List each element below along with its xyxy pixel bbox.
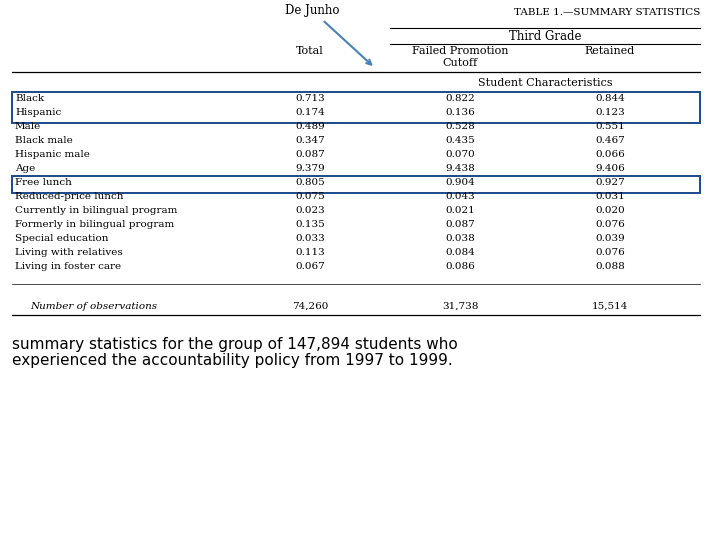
Text: 0.076: 0.076 [595,220,625,229]
Text: Retained: Retained [585,46,635,56]
Text: 0.087: 0.087 [445,220,475,229]
Text: 9.406: 9.406 [595,164,625,173]
Text: 0.067: 0.067 [295,262,325,271]
Text: Male: Male [15,122,41,131]
Text: Currently in bilingual program: Currently in bilingual program [15,206,177,215]
Text: 0.084: 0.084 [445,248,475,257]
Text: 0.031: 0.031 [595,192,625,201]
Text: Free lunch: Free lunch [15,178,72,187]
Text: 0.075: 0.075 [295,192,325,201]
Text: Black: Black [15,94,44,103]
Text: 0.528: 0.528 [445,122,475,131]
Text: summary statistics for the group of 147,894 students who: summary statistics for the group of 147,… [12,337,458,352]
Text: 9.379: 9.379 [295,164,325,173]
Text: 0.927: 0.927 [595,178,625,187]
Text: Number of observations: Number of observations [30,302,157,311]
Text: 0.904: 0.904 [445,178,475,187]
Text: Student Characteristics: Student Characteristics [477,78,612,88]
Text: Hispanic: Hispanic [15,108,61,117]
Text: Black male: Black male [15,136,73,145]
Text: 9.438: 9.438 [445,164,475,173]
Text: Formerly in bilingual program: Formerly in bilingual program [15,220,174,229]
Text: Third Grade: Third Grade [509,30,581,43]
Text: 0.551: 0.551 [595,122,625,131]
Text: 0.087: 0.087 [295,150,325,159]
Text: 0.113: 0.113 [295,248,325,257]
Text: 0.347: 0.347 [295,136,325,145]
Text: Special education: Special education [15,234,109,243]
Text: TABLE 1.—SUMMARY STATISTICS: TABLE 1.—SUMMARY STATISTICS [513,8,700,17]
Text: 0.135: 0.135 [295,220,325,229]
Text: 0.043: 0.043 [445,192,475,201]
Text: Total: Total [296,46,324,56]
Text: 0.086: 0.086 [445,262,475,271]
Text: Age: Age [15,164,35,173]
Text: Living in foster care: Living in foster care [15,262,121,271]
Text: 0.174: 0.174 [295,108,325,117]
Text: De Junho: De Junho [285,4,372,65]
Text: 0.066: 0.066 [595,150,625,159]
Text: Hispanic male: Hispanic male [15,150,90,159]
Text: experienced the accountability policy from 1997 to 1999.: experienced the accountability policy fr… [12,353,453,368]
Text: 0.805: 0.805 [295,178,325,187]
Text: 0.076: 0.076 [595,248,625,257]
Text: 0.713: 0.713 [295,94,325,103]
Text: 0.020: 0.020 [595,206,625,215]
Text: 0.822: 0.822 [445,94,475,103]
Text: Failed Promotion: Failed Promotion [412,46,508,56]
Text: 0.033: 0.033 [295,234,325,243]
Text: 0.435: 0.435 [445,136,475,145]
Text: 0.021: 0.021 [445,206,475,215]
Text: 15,514: 15,514 [592,302,628,311]
Text: 0.489: 0.489 [295,122,325,131]
Text: 0.844: 0.844 [595,94,625,103]
Text: 0.123: 0.123 [595,108,625,117]
Text: 0.023: 0.023 [295,206,325,215]
Text: 0.467: 0.467 [595,136,625,145]
Text: Cutoff: Cutoff [442,58,477,68]
Text: Living with relatives: Living with relatives [15,248,122,257]
Text: 74,260: 74,260 [292,302,328,311]
Text: 0.088: 0.088 [595,262,625,271]
Text: 0.038: 0.038 [445,234,475,243]
Text: 0.070: 0.070 [445,150,475,159]
Text: 31,738: 31,738 [442,302,478,311]
Text: Reduced-price lunch: Reduced-price lunch [15,192,124,201]
Text: 0.039: 0.039 [595,234,625,243]
Text: 0.136: 0.136 [445,108,475,117]
